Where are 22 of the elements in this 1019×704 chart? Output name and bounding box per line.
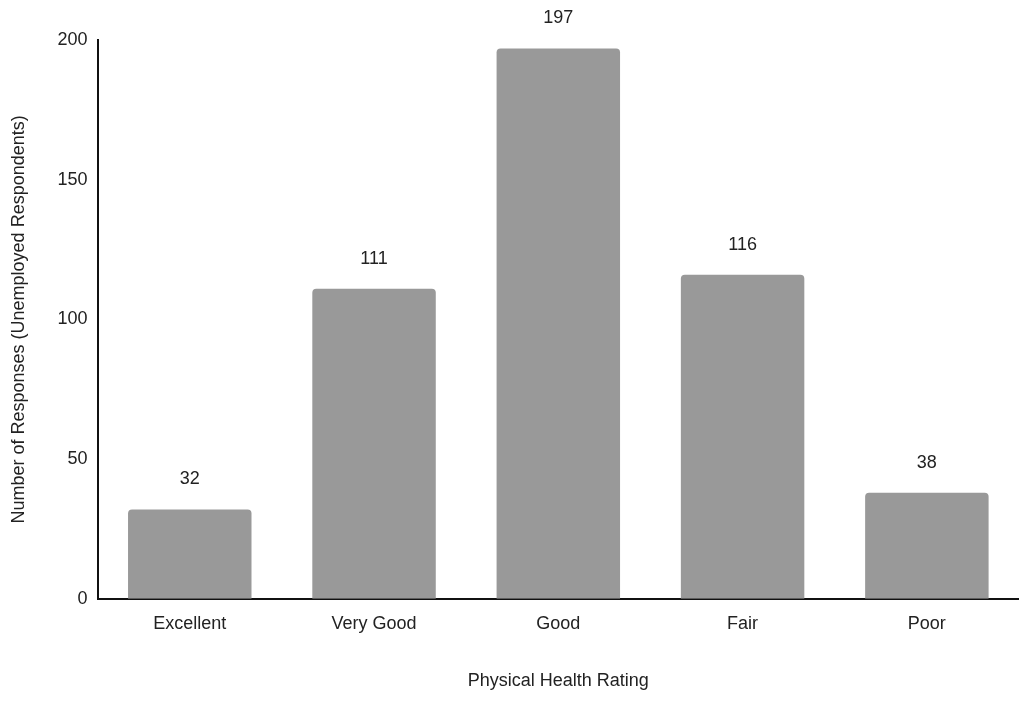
- bar: [128, 509, 252, 599]
- bar: [496, 48, 621, 599]
- x-tick-label: Poor: [907, 612, 946, 633]
- bar: [312, 288, 436, 599]
- x-tick-label: Fair: [727, 612, 759, 633]
- data-label: 197: [543, 7, 574, 28]
- bar: [680, 274, 805, 599]
- bar: [865, 492, 989, 599]
- y-tick-label: 0: [77, 587, 88, 608]
- data-label: 38: [916, 451, 937, 472]
- data-label: 116: [728, 233, 757, 254]
- data-label: 32: [179, 468, 200, 489]
- y-tick-label: 100: [57, 308, 88, 329]
- y-tick-label: 150: [57, 168, 88, 189]
- x-tick-label: Very Good: [331, 612, 417, 633]
- y-tick-label: 50: [67, 448, 88, 469]
- x-tick-label: Excellent: [153, 612, 227, 633]
- y-axis-title: Number of Responses (Unemployed Respondents): [7, 115, 28, 524]
- y-tick-label: 200: [57, 28, 88, 49]
- data-label: 111: [360, 247, 388, 268]
- x-axis-title: Physical Health Rating: [467, 670, 649, 691]
- x-tick-label: Good: [536, 612, 581, 633]
